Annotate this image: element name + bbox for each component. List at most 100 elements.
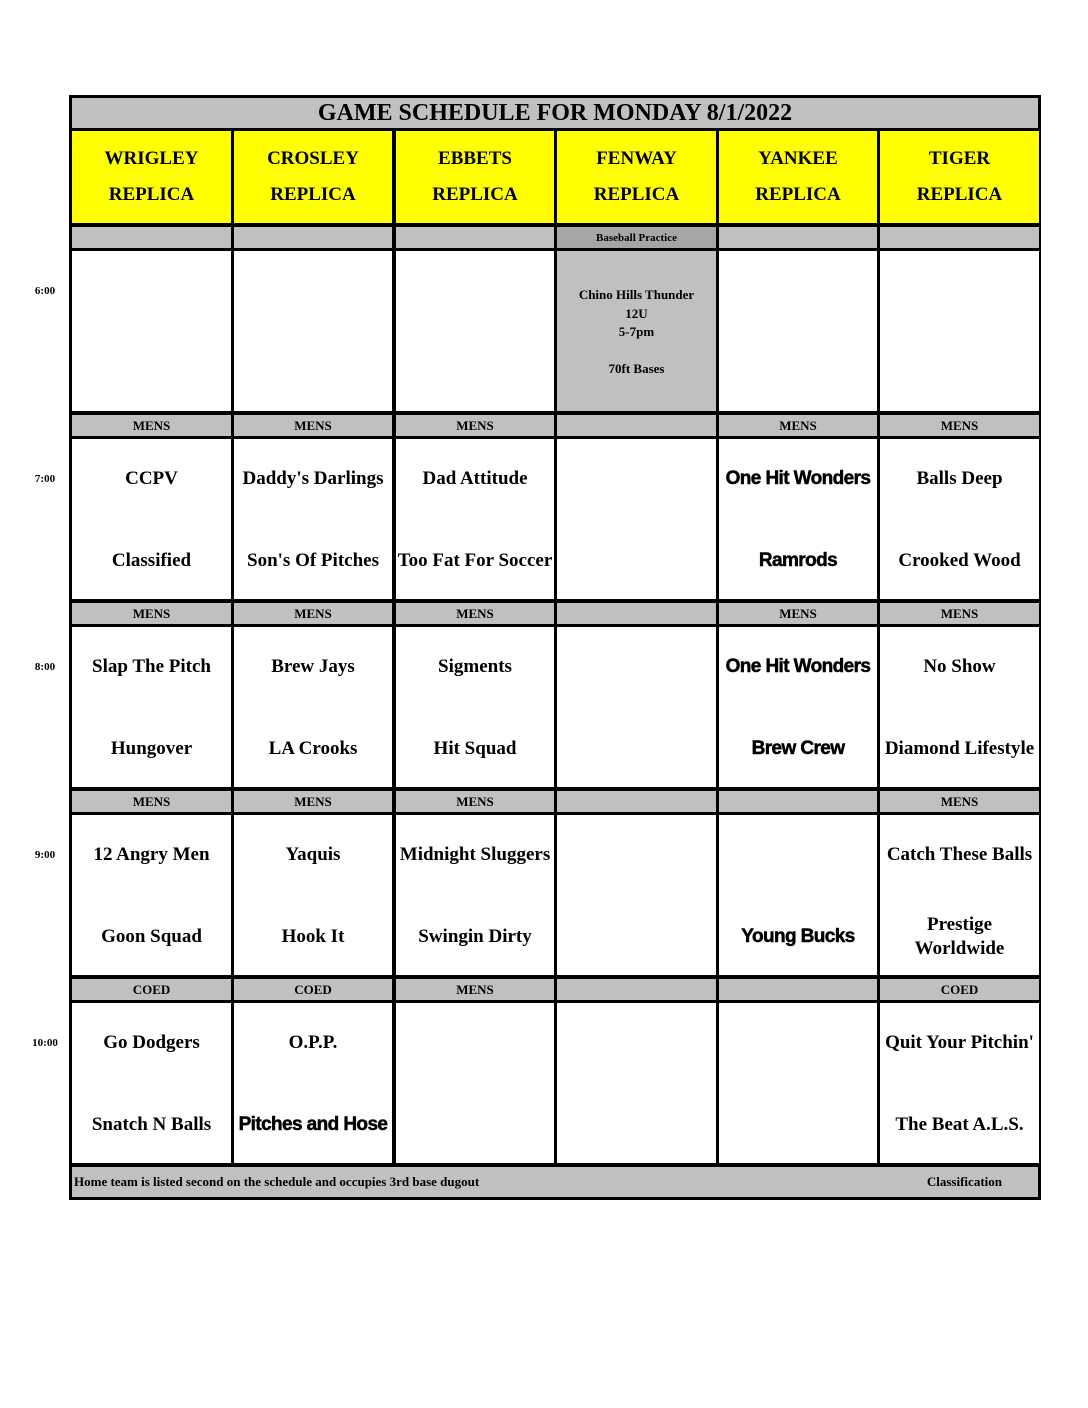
- game-slot: Sigments Hit Squad: [396, 627, 554, 787]
- classification-label: MENS: [72, 791, 231, 812]
- game-slot: [719, 1003, 877, 1163]
- game-slot: Catch These Balls Prestige Worldwide: [880, 815, 1039, 975]
- game-slot: [396, 251, 554, 411]
- game-slot: Young Bucks: [719, 815, 877, 975]
- away-team: Yaquis: [285, 844, 341, 865]
- away-team: Brew Jays: [271, 656, 355, 677]
- home-team: Ramrods: [758, 550, 838, 572]
- game-slot: Go Dodgers Snatch N Balls: [72, 1003, 231, 1163]
- game-slot: Slap The Pitch Hungover: [72, 627, 231, 787]
- classification-label: MENS: [396, 603, 554, 624]
- home-team: Pitches and Hose: [238, 1114, 388, 1136]
- away-team: [72, 261, 231, 321]
- field-name: FENWAY: [596, 148, 677, 169]
- away-team: No Show: [923, 656, 996, 677]
- field-subtitle: REPLICA: [270, 184, 356, 205]
- classification-label: MENS: [880, 415, 1039, 436]
- home-team: Prestige Worldwide: [914, 914, 1005, 959]
- game-slot: Daddy's Darlings Son's Of Pitches: [234, 439, 392, 599]
- away-team: Go Dodgers: [103, 1032, 200, 1053]
- game-slot: Brew Jays LA Crooks: [234, 627, 392, 787]
- home-team: [719, 343, 877, 403]
- classification-label: [396, 227, 554, 248]
- field-subtitle: REPLICA: [755, 184, 841, 205]
- game-slot: [396, 1003, 554, 1163]
- classification-label: [234, 227, 392, 248]
- classification-label: MENS: [880, 791, 1039, 812]
- classification-label: MENS: [234, 603, 392, 624]
- field-header: CROSLEY REPLICA: [234, 131, 392, 223]
- classification-label: MENS: [234, 791, 392, 812]
- time-label: 7:00: [34, 473, 56, 485]
- classification-label: [72, 227, 231, 248]
- away-team: Quit Your Pitchin': [885, 1032, 1034, 1053]
- game-slot: CCPV Classified: [72, 439, 231, 599]
- home-team: [396, 343, 554, 403]
- field-subtitle: REPLICA: [108, 184, 195, 205]
- classification-label: MENS: [719, 415, 877, 436]
- classification-label: [557, 603, 716, 624]
- home-team: Hungover: [110, 738, 193, 759]
- home-team: Hit Squad: [433, 738, 517, 759]
- home-team: Young Bucks: [741, 926, 856, 948]
- away-team: CCPV: [125, 468, 178, 489]
- time-label: 9:00: [34, 849, 56, 861]
- classification-label: [719, 791, 877, 812]
- game-slot: [880, 251, 1039, 411]
- schedule-title: GAME SCHEDULE FOR MONDAY 8/1/2022: [72, 98, 1038, 128]
- home-team: [557, 719, 716, 779]
- home-team: Hook It: [281, 926, 345, 947]
- away-team: [557, 449, 716, 509]
- away-team: [719, 825, 877, 885]
- game-slot: Balls Deep Crooked Wood: [880, 439, 1039, 599]
- home-team: [880, 343, 1039, 403]
- classification-label: MENS: [72, 415, 231, 436]
- time-label: 8:00: [34, 661, 56, 673]
- game-slot: [557, 439, 716, 599]
- time-label: 6:00: [34, 285, 56, 297]
- field-name: TIGER: [928, 148, 991, 169]
- field-name: EBBETS: [438, 148, 512, 169]
- schedule-table: GAME SCHEDULE FOR MONDAY 8/1/2022 WRIGLE…: [69, 95, 1041, 1200]
- away-team: Balls Deep: [916, 468, 1003, 489]
- classification-label: MENS: [72, 603, 231, 624]
- game-slot: One Hit Wonders Ramrods: [719, 439, 877, 599]
- home-team: [557, 531, 716, 591]
- field-header: FENWAY REPLICA: [557, 131, 716, 223]
- game-slot: [557, 627, 716, 787]
- game-slot: One Hit Wonders Brew Crew: [719, 627, 877, 787]
- home-team: LA Crooks: [268, 738, 358, 759]
- classification-label: MENS: [234, 415, 392, 436]
- away-team: Sigments: [438, 656, 512, 677]
- classification-label: MENS: [396, 791, 554, 812]
- game-slot: [234, 251, 392, 411]
- away-team: Catch These Balls: [886, 844, 1033, 865]
- away-team: Dad Attitude: [422, 468, 528, 489]
- away-team: [880, 261, 1039, 321]
- field-subtitle: REPLICA: [916, 184, 1003, 205]
- game-slot: O.P.P. Pitches and Hose: [234, 1003, 392, 1163]
- home-team: [72, 343, 231, 403]
- home-team: Crooked Wood: [898, 550, 1021, 571]
- away-team: [557, 825, 716, 885]
- away-team: [396, 261, 554, 321]
- away-team: One Hit Wonders: [725, 468, 871, 490]
- footer-bar: Home team is listed second on the schedu…: [72, 1167, 1038, 1197]
- home-team: [719, 1095, 877, 1155]
- field-header: WRIGLEY REPLICA: [72, 131, 231, 223]
- game-slot: [719, 251, 877, 411]
- home-team: The Beat A.L.S.: [895, 1114, 1024, 1135]
- classification-label: COED: [234, 979, 392, 1000]
- footer-legend: Classification: [926, 1174, 1002, 1189]
- classification-label: Baseball Practice: [557, 227, 716, 248]
- field-name: YANKEE: [758, 148, 838, 169]
- home-team: Too Fat For Soccer: [397, 550, 553, 571]
- home-team: [557, 1095, 716, 1155]
- away-team: One Hit Wonders: [725, 656, 871, 678]
- home-team: [557, 907, 716, 967]
- away-team: [396, 1013, 554, 1073]
- field-subtitle: REPLICA: [432, 184, 518, 205]
- practice-line: Chino Hills Thunder: [578, 287, 695, 302]
- classification-label: [719, 979, 877, 1000]
